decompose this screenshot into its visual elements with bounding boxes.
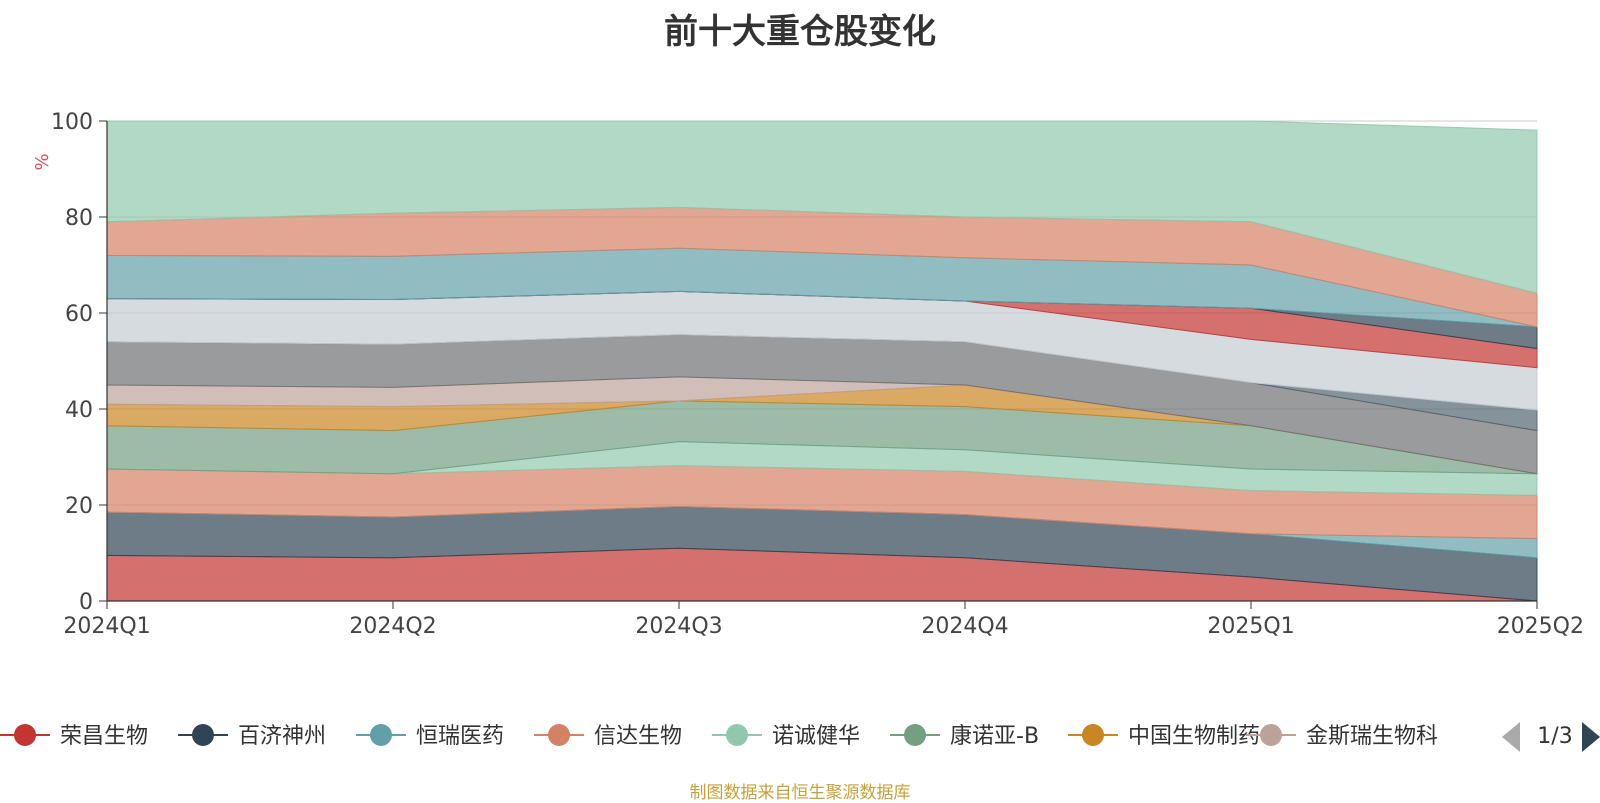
y-tick-label: 20 <box>65 494 93 519</box>
legend-marker <box>1260 724 1282 746</box>
legend-marker <box>726 724 748 746</box>
area-series-layer <box>106 120 1538 602</box>
legend-label: 荣昌生物 <box>60 724 148 749</box>
legend-label: 诺诚健华 <box>772 724 860 749</box>
legend-page-indicator: 1/3 <box>1537 724 1572 749</box>
legend-prev-icon[interactable] <box>1502 722 1520 752</box>
legend-label: 恒瑞医药 <box>416 724 504 749</box>
legend-label: 金斯瑞生物科 <box>1306 724 1438 749</box>
x-tick-label: 2024Q2 <box>349 614 436 639</box>
y-tick-label: 100 <box>51 110 93 135</box>
legend-item[interactable]: 荣昌生物 <box>0 724 148 749</box>
legend-label: 中国生物制药 <box>1128 724 1260 749</box>
legend: 荣昌生物 百济神州 恒瑞医药 信达生物 诺诚健华 康诺亚-B 中国生物制药 金斯瑞生物科 1/3 <box>0 722 1600 752</box>
y-tick-label: 0 <box>79 590 93 615</box>
y-tick-label: 80 <box>65 206 93 231</box>
legend-marker <box>370 724 392 746</box>
legend-item[interactable]: 恒瑞医药 <box>356 724 504 749</box>
source-note: 制图数据来自恒生聚源数据库 <box>689 783 911 803</box>
legend-marker <box>192 724 214 746</box>
legend-item[interactable]: 中国生物制药 <box>1068 724 1260 749</box>
y-axis-label: % <box>32 153 53 170</box>
y-tick-label: 60 <box>65 302 93 327</box>
legend-label: 康诺亚-B <box>950 724 1039 749</box>
legend-marker <box>14 724 36 746</box>
legend-item[interactable]: 金斯瑞生物科 <box>1246 724 1438 749</box>
legend-label: 信达生物 <box>594 724 682 749</box>
legend-marker <box>1082 724 1104 746</box>
legend-item[interactable]: 信达生物 <box>534 724 682 749</box>
x-tick-label: 2024Q1 <box>63 614 150 639</box>
x-tick-label: 2024Q3 <box>635 614 722 639</box>
legend-next-icon[interactable] <box>1582 722 1600 752</box>
legend-item[interactable]: 诺诚健华 <box>712 724 860 749</box>
legend-item[interactable]: 康诺亚-B <box>890 724 1039 749</box>
legend-item[interactable]: 百济神州 <box>178 724 326 749</box>
area-series-15 <box>106 120 1538 294</box>
y-tick-label: 40 <box>65 398 93 423</box>
legend-marker <box>548 724 570 746</box>
legend-marker <box>904 724 926 746</box>
axes: 0 20 40 60 80 100 2024Q1 2024Q2 2024Q3 2024Q4 2025… <box>51 110 1584 639</box>
chart-title: 前十大重仓股变化 <box>664 12 936 52</box>
x-tick-label: 2025Q2 <box>1497 614 1584 639</box>
x-tick-label: 2024Q4 <box>921 614 1008 639</box>
legend-label: 百济神州 <box>238 724 326 749</box>
x-tick-label: 2025Q1 <box>1207 614 1294 639</box>
